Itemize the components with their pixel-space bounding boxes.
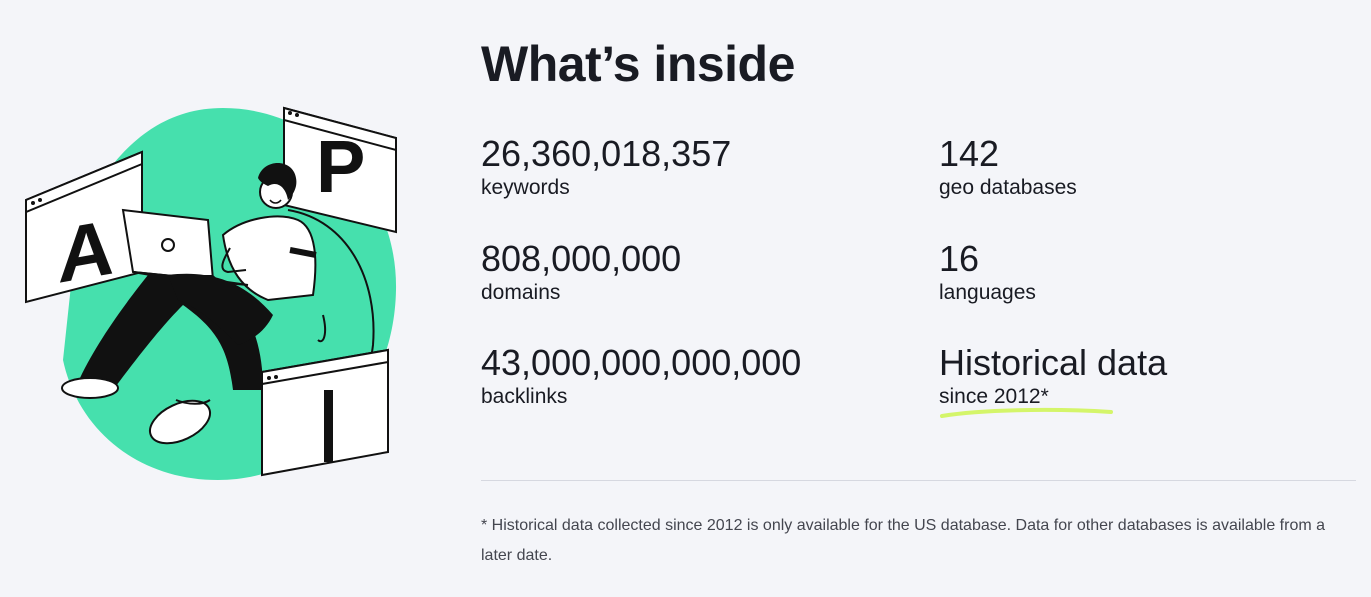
stat-geo-databases: 142 geo databases — [939, 133, 1077, 201]
stat-label: geo databases — [939, 176, 1077, 199]
stat-value: 43,000,000,000,000 — [481, 342, 802, 383]
stat-languages: 16 languages — [939, 238, 1036, 306]
api-illustration: A P — [25, 106, 397, 480]
svg-text:P: P — [316, 125, 365, 208]
stat-value: 142 — [939, 133, 1000, 174]
highlight-wrap: since 2012* — [939, 384, 1113, 418]
stat-label-highlighted: since 2012* — [939, 384, 1167, 418]
stat-historical-data: Historical data since 2012* — [939, 342, 1168, 418]
footnote: * Historical data collected since 2012 i… — [481, 517, 1326, 564]
stat-keywords: 26,360,018,357 keywords — [481, 133, 731, 201]
stat-value: 26,360,018,357 — [481, 133, 732, 174]
window-i-icon — [261, 348, 389, 477]
svg-text:A: A — [58, 203, 114, 300]
stat-value: 808,000,000 — [481, 238, 682, 279]
window-p-icon: P — [283, 106, 397, 234]
stat-label: languages — [939, 281, 1036, 304]
section-title: What’s inside — [481, 36, 795, 92]
stat-label: keywords — [481, 176, 570, 199]
highlight-underline-icon — [940, 407, 1113, 418]
window-a-icon: A — [25, 150, 143, 304]
stat-value: 16 — [939, 238, 980, 279]
stat-value: Historical data — [939, 342, 1168, 383]
person-figure — [61, 163, 317, 445]
stat-label: since 2012* — [939, 385, 1049, 408]
divider — [481, 480, 1356, 481]
stat-backlinks: 43,000,000,000,000 backlinks — [481, 342, 801, 410]
stat-domains: 808,000,000 domains — [481, 238, 681, 306]
stat-label: backlinks — [481, 385, 568, 408]
stat-label: domains — [481, 281, 561, 304]
